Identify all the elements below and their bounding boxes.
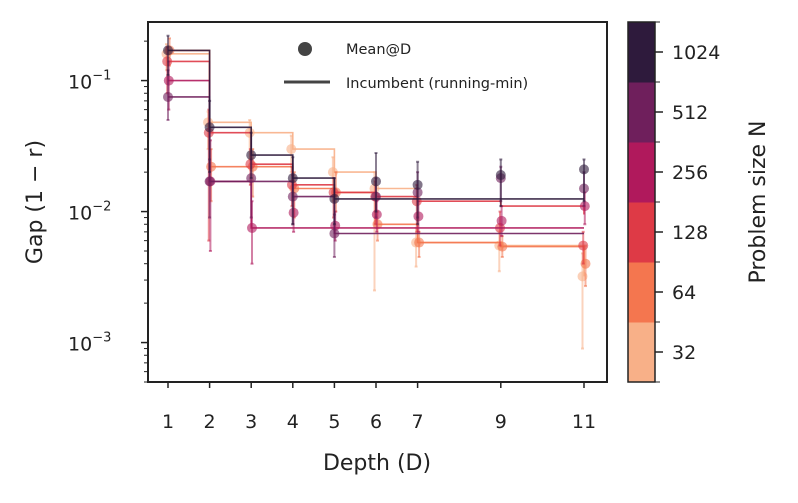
x-tick-label: 1	[162, 411, 174, 433]
legend: Mean@D Incumbent (running-min)	[284, 42, 528, 92]
x-tick-label: 5	[328, 411, 340, 433]
mean-point	[204, 176, 215, 187]
colorbar-segment	[628, 202, 655, 263]
colorbar-tick-label: 256	[672, 162, 708, 184]
colorbar-segment	[628, 22, 655, 83]
mean-point	[287, 173, 298, 184]
mean-point	[496, 215, 507, 226]
x-tick-label: 9	[495, 411, 507, 433]
plot-frame	[147, 21, 608, 383]
mean-point	[497, 241, 508, 252]
colorbar-segment	[628, 322, 655, 383]
colorbar-segment	[628, 82, 655, 143]
mean-point	[246, 150, 257, 161]
y-tick-exponent: −1	[92, 69, 111, 84]
colorbar-tick-label: 64	[672, 282, 696, 304]
x-tick-label: 4	[287, 411, 299, 433]
plot-layer	[161, 34, 591, 350]
mean-point	[247, 222, 257, 233]
mean-point	[495, 170, 506, 181]
colorbar	[627, 21, 656, 383]
mean-point	[329, 228, 340, 239]
y-tick-exponent: −3	[92, 331, 111, 346]
y-tick-label: 10−1	[68, 69, 111, 94]
mean-point	[579, 164, 589, 175]
y-axis-ticks: 10−1 10−2 10−3	[68, 40, 148, 383]
colorbar-segment	[628, 262, 655, 323]
x-axis-ticks: 1 2 3 4 5 6 7 9 11	[162, 382, 596, 433]
mean-point	[163, 91, 173, 102]
colorbar-tick-label: 1024	[672, 42, 720, 64]
mean-point	[204, 122, 215, 133]
colorbar-ticks: 32 64 128 256 512 1024	[655, 21, 720, 383]
legend-label-incumbent: Incumbent (running-min)	[346, 76, 528, 92]
x-tick-label: 2	[204, 411, 216, 433]
x-tick-label: 11	[572, 411, 596, 433]
colorbar-label: Problem size N	[746, 120, 771, 283]
legend-marker-icon	[298, 42, 312, 56]
x-tick-label: 7	[412, 411, 424, 433]
x-axis-label: Depth (D)	[323, 451, 431, 476]
y-tick-label: 10−3	[68, 331, 111, 356]
y-axis-label: Gap (1 − r)	[23, 140, 48, 264]
mean-point	[163, 45, 173, 56]
legend-label-mean: Mean@D	[346, 42, 411, 58]
colorbar-tick-label: 32	[672, 342, 696, 364]
colorbar-segment	[628, 142, 655, 203]
y-tick-label: 10−2	[68, 200, 111, 225]
x-tick-label: 3	[245, 411, 257, 433]
mean-point	[286, 144, 297, 155]
colorbar-tick-label: 512	[672, 102, 708, 124]
mean-point	[578, 240, 589, 251]
mean-point	[414, 237, 425, 248]
y-tick-exponent: −2	[92, 200, 111, 215]
mean-point	[412, 179, 423, 190]
colorbar-tick-label: 128	[672, 222, 708, 244]
series-N-1024	[163, 34, 589, 226]
x-tick-label: 6	[370, 411, 382, 433]
mean-point	[329, 193, 340, 204]
mean-point	[371, 176, 381, 187]
